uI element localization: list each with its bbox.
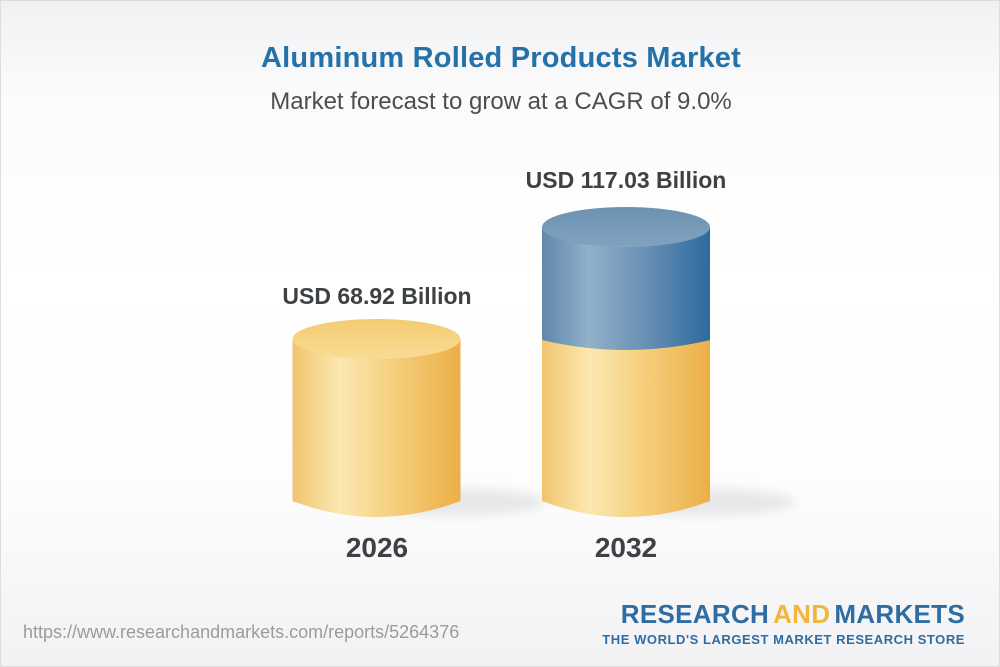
logo-word-markets: MARKETS (834, 599, 965, 629)
year-label-2026: 2026 (345, 532, 409, 563)
logo-wordmark: RESEARCH AND MARKETS (602, 600, 965, 629)
logo-tagline: THE WORLD'S LARGEST MARKET RESEARCH STOR… (602, 631, 965, 647)
chart-title: Aluminum Rolled Products Market (261, 42, 741, 74)
value-label-2032: USD 117.03 Billion (525, 167, 727, 193)
report-url: https://www.researchandmarkets.com/repor… (23, 622, 460, 642)
logo-word-research: RESEARCH (620, 599, 770, 629)
cylinder-2032 (542, 207, 710, 517)
cylinder-2026 (292, 319, 461, 517)
cylinder-2032-top (542, 207, 710, 247)
cylinder-2026-body (292, 339, 461, 517)
chart-subtitle: Market forecast to grow at a CAGR of 9.0… (270, 88, 732, 115)
value-label-2026: USD 68.92 Billion (282, 283, 472, 309)
logo-researchandmarkets: RESEARCH AND MARKETS THE WORLD'S LARGEST M… (602, 600, 965, 647)
cylinder-2032-growth-segment (542, 227, 710, 350)
year-label-2032: 2032 (594, 532, 658, 563)
cylinder-2026-top (292, 319, 461, 359)
logo-word-and: AND (773, 599, 831, 629)
cylinder-2032-base-segment (542, 338, 710, 517)
